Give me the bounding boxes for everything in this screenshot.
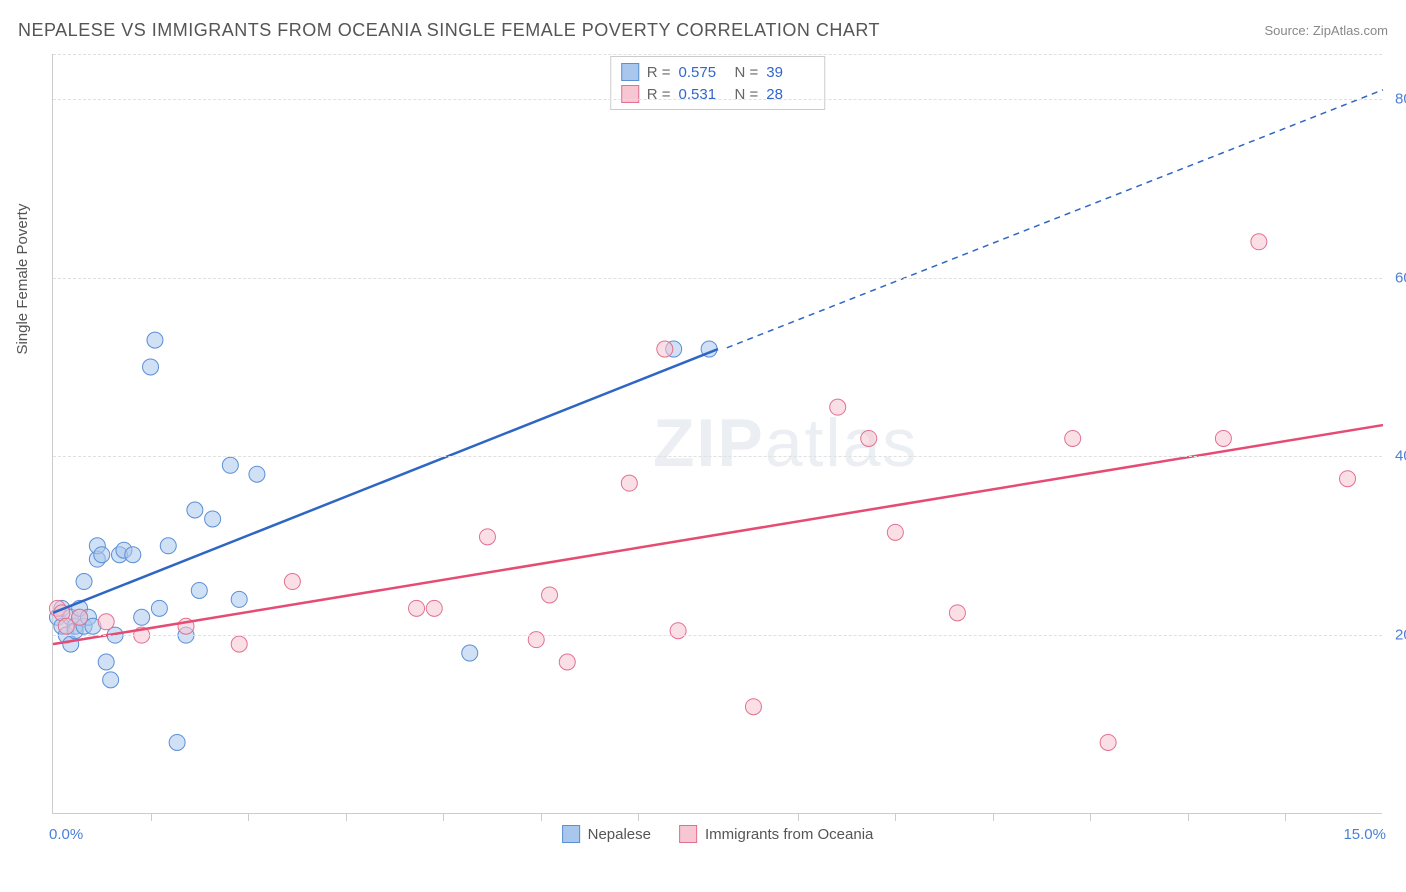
scatter-point [231, 591, 247, 607]
scatter-point [147, 332, 163, 348]
legend-label-nepalese: Nepalese [588, 826, 651, 843]
trend-line [53, 349, 718, 613]
scatter-point [1340, 471, 1356, 487]
scatter-point [125, 547, 141, 563]
scatter-point [887, 524, 903, 540]
scatter-point [94, 547, 110, 563]
y-tick-label: 40.0% [1387, 448, 1406, 465]
source-label: Source: ZipAtlas.com [1264, 23, 1388, 38]
scatter-point [72, 609, 88, 625]
y-tick-label: 80.0% [1387, 90, 1406, 107]
scatter-point [861, 430, 877, 446]
scatter-point [1100, 734, 1116, 750]
scatter-point [143, 359, 159, 375]
scatter-point [160, 538, 176, 554]
swatch-oceania [679, 825, 697, 843]
y-tick-label: 60.0% [1387, 269, 1406, 286]
scatter-point [191, 582, 207, 598]
scatter-point [462, 645, 478, 661]
legend-item-nepalese: Nepalese [562, 825, 651, 843]
scatter-point [284, 574, 300, 590]
scatter-point [1215, 430, 1231, 446]
title-bar: NEPALESE VS IMMIGRANTS FROM OCEANIA SING… [18, 20, 1388, 41]
scatter-point [1065, 430, 1081, 446]
x-tick-label: 0.0% [49, 826, 83, 843]
chart-svg [53, 54, 1382, 813]
y-axis-label: Single Female Poverty [14, 204, 31, 355]
legend-label-oceania: Immigrants from Oceania [705, 826, 873, 843]
scatter-point [542, 587, 558, 603]
scatter-point [187, 502, 203, 518]
scatter-point [745, 699, 761, 715]
scatter-point [169, 734, 185, 750]
scatter-point [409, 600, 425, 616]
scatter-point [103, 672, 119, 688]
scatter-point [426, 600, 442, 616]
legend-item-oceania: Immigrants from Oceania [679, 825, 873, 843]
scatter-point [205, 511, 221, 527]
scatter-point [231, 636, 247, 652]
swatch-nepalese [562, 825, 580, 843]
scatter-point [657, 341, 673, 357]
scatter-point [949, 605, 965, 621]
scatter-point [249, 466, 265, 482]
scatter-point [559, 654, 575, 670]
scatter-point [830, 399, 846, 415]
chart-title: NEPALESE VS IMMIGRANTS FROM OCEANIA SING… [18, 20, 880, 41]
plot-area: ZIPatlas R = 0.575 N = 39 R = 0.531 N = … [52, 54, 1382, 814]
scatter-point [98, 654, 114, 670]
scatter-point [528, 632, 544, 648]
bottom-legend: Nepalese Immigrants from Oceania [562, 825, 874, 843]
x-tick-label: 15.0% [1343, 826, 1386, 843]
scatter-point [1251, 234, 1267, 250]
trend-line-extension [727, 90, 1383, 348]
scatter-point [76, 574, 92, 590]
scatter-point [479, 529, 495, 545]
scatter-point [151, 600, 167, 616]
scatter-point [134, 609, 150, 625]
scatter-point [98, 614, 114, 630]
scatter-point [670, 623, 686, 639]
scatter-point [222, 457, 238, 473]
scatter-point [621, 475, 637, 491]
y-tick-label: 20.0% [1387, 627, 1406, 644]
